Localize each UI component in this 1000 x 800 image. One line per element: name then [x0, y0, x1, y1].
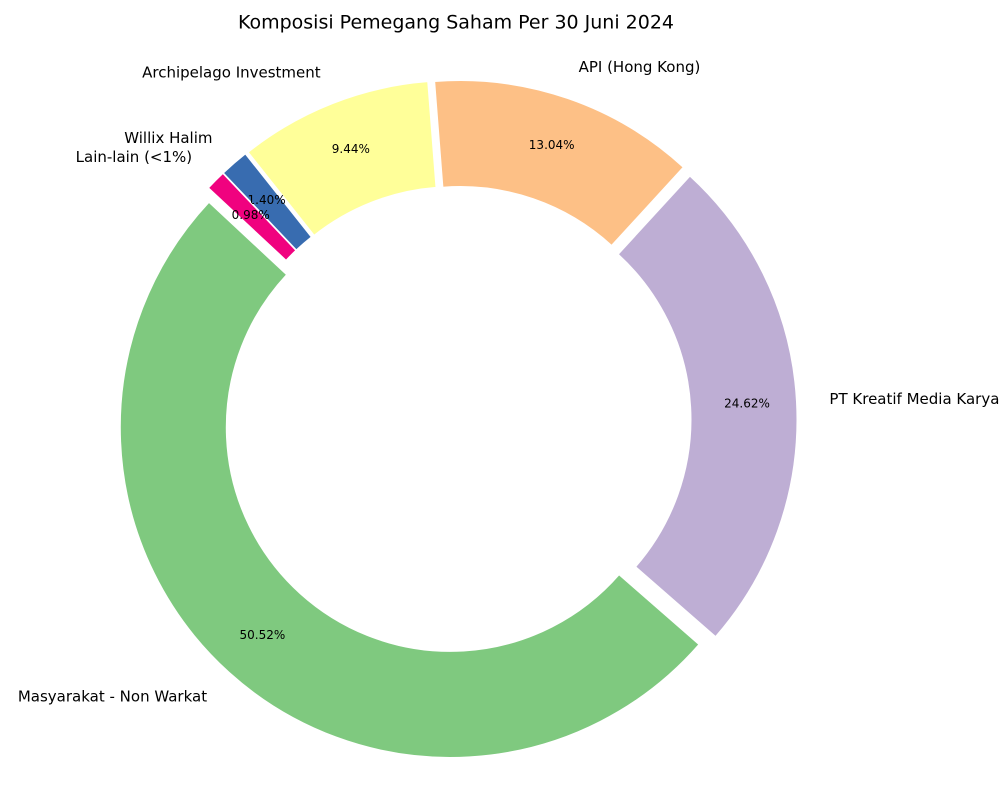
donut-slice: [222, 153, 312, 251]
slice-label: Masyarakat - Non Warkat: [18, 687, 207, 705]
value-label: 9.44%: [332, 142, 370, 156]
slice-label: Archipelago Investment: [142, 63, 321, 81]
slice-label: API (Hong Kong): [579, 58, 701, 76]
slice-label: Lain-lain (<1%): [76, 148, 193, 166]
chart-title: Komposisi Pemegang Saham Per 30 Juni 202…: [238, 12, 674, 34]
donut-slice: [617, 175, 798, 638]
value-label: 13.04%: [529, 138, 575, 152]
donut-slice: [434, 80, 684, 247]
value-label: 24.62%: [724, 396, 770, 410]
donut-slice: [119, 201, 700, 758]
value-label: 0.98%: [232, 208, 270, 222]
slice-label: Willix Halim: [124, 129, 212, 147]
value-label: 1.40%: [248, 193, 286, 207]
donut-slice: [207, 172, 297, 261]
value-label: 50.52%: [239, 628, 285, 642]
slice-label: PT Kreatif Media Karya: [829, 390, 999, 408]
donut-slice: [247, 81, 437, 236]
